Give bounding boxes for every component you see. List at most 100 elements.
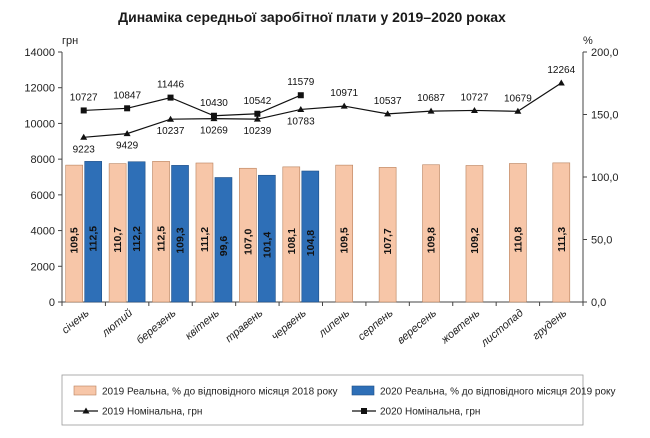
bar-2020-label: 109,3 <box>175 227 187 253</box>
nominal-2020-point <box>254 110 261 117</box>
nominal-2019-label: 10537 <box>374 96 402 107</box>
nominal-2019-label: 10269 <box>200 126 228 137</box>
left-tick-label: 6000 <box>31 190 55 202</box>
nominal-2020-point <box>297 92 304 99</box>
bar-2019-label: 111,2 <box>199 227 211 252</box>
bar-2019-label: 107,0 <box>242 229 254 255</box>
bar-2019 <box>552 162 571 303</box>
nominal-2019-point <box>514 107 522 114</box>
bar-2020 <box>127 161 146 303</box>
left-tick-label: 0 <box>49 297 55 309</box>
nominal-2020-label: 11446 <box>157 80 185 91</box>
nominal-2019-label: 10237 <box>157 126 185 137</box>
category-label: лютий <box>99 307 135 340</box>
nominal-2019-point <box>557 79 565 86</box>
legend-2020-nominal-swatch-marker <box>361 408 367 414</box>
bar-2019 <box>378 167 397 303</box>
nominal-2019-point <box>297 105 305 112</box>
plot-area: 0 2000 4000 6000 8000 10000 12000 14000 0,0 50,0 1… <box>24 47 618 350</box>
bar-2019-label: 109,5 <box>69 227 81 253</box>
bar-2019 <box>65 164 84 303</box>
nominal-2020-label: 10727 <box>70 92 98 103</box>
bar-2019-label: 109,2 <box>469 227 481 253</box>
bar-2019 <box>152 161 170 303</box>
nominal-2019-label: 10727 <box>461 92 489 103</box>
bar-2020-label: 101,4 <box>261 232 273 258</box>
nominal-2019-point <box>384 110 392 117</box>
category-label: травень <box>223 307 265 345</box>
nominal-2019-label: 10687 <box>417 93 445 104</box>
category-label: березень <box>134 307 178 347</box>
nominal-2020-point <box>167 94 174 101</box>
left-tick-label: 2000 <box>31 261 55 273</box>
nominal-2020-label: 10847 <box>113 90 141 101</box>
category-label: січень <box>60 307 92 337</box>
legend-2020-real-swatch <box>351 385 375 396</box>
nominal-2020-label: 11579 <box>287 77 315 88</box>
bar-2019 <box>465 165 484 303</box>
left-tick-label: 12000 <box>24 83 55 95</box>
legend-2020-real-label: 2020 Реальна, % до відповідного місяця 2… <box>380 387 616 398</box>
nominal-2019-point <box>80 133 88 140</box>
right-axis-unit: % <box>583 35 593 47</box>
bar-2019-label: 110,8 <box>512 227 524 253</box>
bar-2020 <box>84 161 103 303</box>
bar-2020-label: 112,5 <box>88 226 100 252</box>
category-label: жовтень <box>438 307 482 347</box>
bar-2020 <box>301 170 320 303</box>
category-label: квітень <box>183 307 222 342</box>
nominal-2019-label: 10783 <box>287 116 315 127</box>
nominal-2020-label: 10430 <box>200 98 228 109</box>
left-tick-label: 10000 <box>24 118 55 130</box>
bar-2019 <box>282 166 301 303</box>
legend-box <box>61 374 584 426</box>
category-label: листопад <box>478 307 526 350</box>
legend-2020-nominal-label: 2020 Номінальна, грн <box>380 407 480 418</box>
right-tick-label: 50,0 <box>591 235 612 247</box>
right-tick-label: 0,0 <box>591 297 606 309</box>
category-label: грудень <box>530 307 569 343</box>
bar-2019-label: 111,3 <box>556 227 568 252</box>
bar-2020 <box>214 177 233 303</box>
bar-2019 <box>335 164 354 303</box>
nominal-2019-label: 10679 <box>504 93 532 104</box>
nominal-2019-point <box>253 115 261 122</box>
left-tick-label: 14000 <box>24 47 55 59</box>
nominal-2020-point <box>80 107 87 114</box>
nominal-2019-point <box>340 102 348 109</box>
nominal-2019-point <box>123 130 131 137</box>
right-tick-label: 150,0 <box>591 110 619 122</box>
bar-2019-label: 112,5 <box>156 226 168 252</box>
bar-2019 <box>195 162 214 303</box>
bar-2019-label: 107,7 <box>382 228 394 254</box>
bar-2020 <box>171 165 189 303</box>
category-label: серпень <box>356 307 396 343</box>
legend-2019-nominal-label: 2019 Номінальна, грн <box>102 407 202 418</box>
right-tick-label: 100,0 <box>591 172 619 184</box>
nominal-2020-point <box>124 105 131 112</box>
bar-2019-label: 108,1 <box>286 228 298 254</box>
left-tick-label: 8000 <box>31 154 55 166</box>
nominal-2020-point <box>210 112 217 119</box>
bar-2020-label: 99,6 <box>218 236 230 257</box>
bar-2019 <box>422 164 440 303</box>
right-tick-label: 200,0 <box>591 47 619 59</box>
nominal-2019-point <box>427 107 435 114</box>
chart-title: Динаміка середньої заробітної плати у 20… <box>118 9 506 25</box>
legend-2019-real-swatch <box>73 385 97 396</box>
nominal-2019-point <box>470 106 478 113</box>
nominal-2019-label: 9429 <box>116 141 139 152</box>
left-axis-unit: грн <box>62 35 78 47</box>
bar-2020-label: 104,8 <box>305 230 317 256</box>
left-tick-label: 4000 <box>31 226 55 238</box>
bar-2020-label: 112,2 <box>131 226 143 252</box>
nominal-2020-label: 10542 <box>243 96 271 107</box>
bar-2020 <box>258 174 276 303</box>
category-label: липень <box>316 307 352 340</box>
bar-2019 <box>509 163 527 303</box>
bar-2019-label: 109,5 <box>339 227 351 253</box>
bar-2019 <box>239 167 257 303</box>
bar-2019 <box>108 163 127 303</box>
nominal-2020-line <box>83 94 302 117</box>
